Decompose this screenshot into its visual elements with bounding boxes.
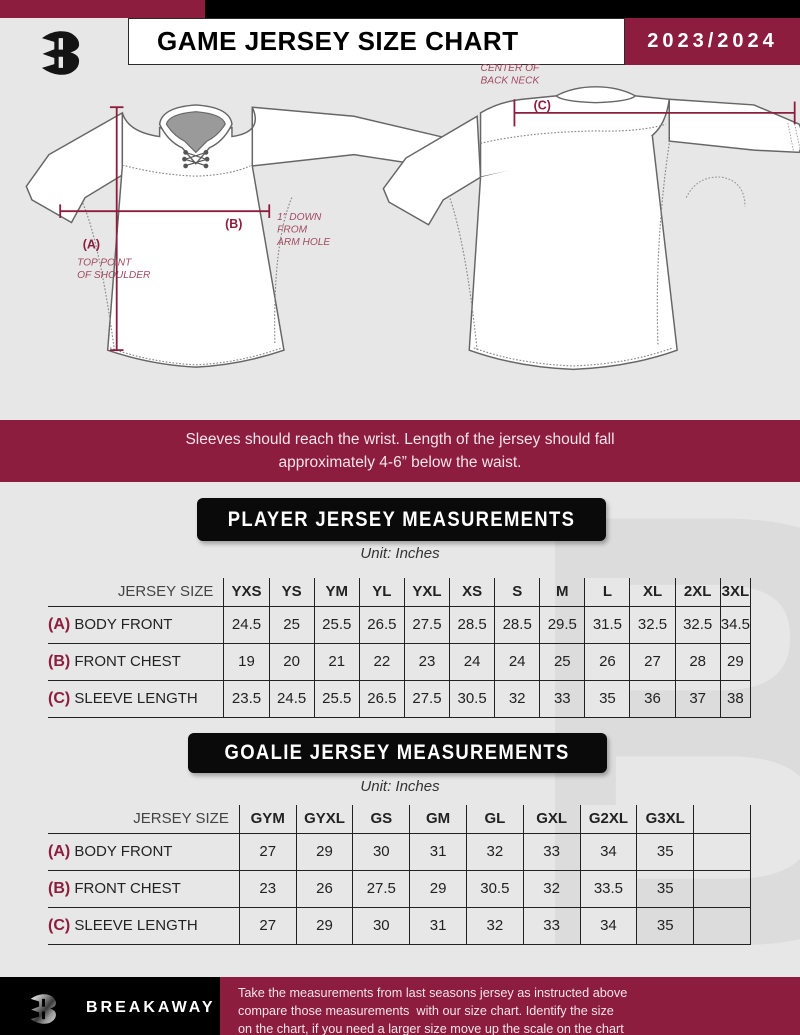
svg-text:CENTER OF: CENTER OF [481,63,540,74]
svg-text:ARM HOLE: ARM HOLE [276,237,330,248]
svg-text:FROM: FROM [277,225,307,236]
svg-text:(B): (B) [225,217,242,231]
svg-text:TOP POINT: TOP POINT [77,257,132,268]
svg-text:(C): (C) [534,98,551,112]
svg-text:BACK NECK: BACK NECK [481,75,541,86]
svg-text:1" DOWN: 1" DOWN [277,212,322,223]
svg-text:OF SHOULDER: OF SHOULDER [77,270,151,281]
svg-text:(A): (A) [83,237,100,251]
